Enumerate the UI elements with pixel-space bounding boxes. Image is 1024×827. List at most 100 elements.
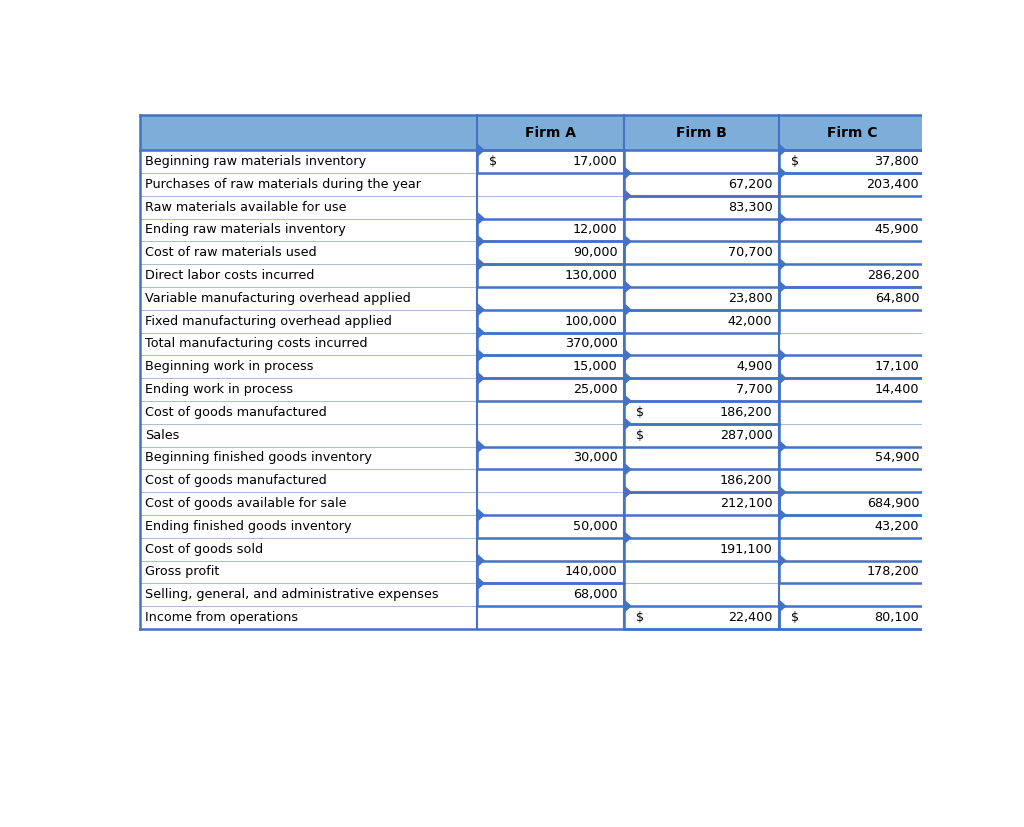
Bar — [477, 447, 624, 470]
Polygon shape — [476, 507, 485, 523]
Text: 14,400: 14,400 — [874, 383, 920, 396]
Text: $: $ — [791, 611, 799, 624]
Text: 186,200: 186,200 — [720, 406, 772, 418]
Polygon shape — [778, 211, 786, 227]
Bar — [779, 173, 926, 196]
Text: 54,900: 54,900 — [874, 452, 920, 465]
Text: 191,100: 191,100 — [720, 543, 772, 556]
Text: Beginning work in process: Beginning work in process — [145, 361, 314, 373]
Text: 25,000: 25,000 — [573, 383, 617, 396]
Polygon shape — [476, 347, 485, 363]
Bar — [140, 356, 926, 378]
Text: 286,200: 286,200 — [866, 269, 920, 282]
Text: 50,000: 50,000 — [572, 520, 617, 533]
Text: Ending finished goods inventory: Ending finished goods inventory — [145, 520, 352, 533]
Polygon shape — [624, 370, 632, 386]
Text: Cost of goods manufactured: Cost of goods manufactured — [145, 474, 328, 487]
Text: 17,100: 17,100 — [874, 361, 920, 373]
Bar — [779, 492, 926, 515]
Text: 100,000: 100,000 — [565, 314, 617, 327]
Polygon shape — [624, 416, 632, 432]
Bar — [140, 538, 926, 561]
Bar — [140, 115, 926, 151]
Text: Income from operations: Income from operations — [145, 611, 299, 624]
Polygon shape — [624, 234, 632, 249]
Polygon shape — [778, 256, 786, 272]
Text: 186,200: 186,200 — [720, 474, 772, 487]
Polygon shape — [624, 461, 632, 477]
Text: $: $ — [636, 611, 644, 624]
Bar — [779, 151, 926, 173]
Bar — [477, 356, 624, 378]
Text: 37,800: 37,800 — [874, 155, 920, 168]
Bar — [477, 583, 624, 606]
Text: Fixed manufacturing overhead applied: Fixed manufacturing overhead applied — [145, 314, 392, 327]
Bar — [140, 583, 926, 606]
Bar — [779, 378, 926, 401]
Polygon shape — [476, 256, 485, 272]
Text: 90,000: 90,000 — [573, 246, 617, 260]
Polygon shape — [778, 439, 786, 454]
Polygon shape — [624, 485, 632, 500]
Text: 30,000: 30,000 — [572, 452, 617, 465]
Bar — [140, 264, 926, 287]
Text: Ending raw materials inventory: Ending raw materials inventory — [145, 223, 346, 237]
Polygon shape — [778, 165, 786, 180]
Text: 684,900: 684,900 — [866, 497, 920, 510]
Bar — [140, 447, 926, 470]
Bar — [624, 356, 779, 378]
Text: 43,200: 43,200 — [874, 520, 920, 533]
Bar — [477, 241, 624, 264]
Bar — [779, 218, 926, 241]
Bar — [624, 423, 779, 447]
Text: 370,000: 370,000 — [565, 337, 617, 351]
Bar — [140, 241, 926, 264]
Text: 7,700: 7,700 — [736, 383, 772, 396]
Bar — [140, 470, 926, 492]
Text: 12,000: 12,000 — [573, 223, 617, 237]
Bar — [624, 401, 779, 423]
Polygon shape — [476, 302, 485, 318]
Text: Cost of raw materials used: Cost of raw materials used — [145, 246, 317, 260]
Polygon shape — [624, 165, 632, 180]
Bar — [779, 287, 926, 310]
Bar — [140, 378, 926, 401]
Bar — [140, 151, 926, 173]
Polygon shape — [476, 439, 485, 454]
Text: 203,400: 203,400 — [866, 178, 920, 191]
Polygon shape — [476, 211, 485, 227]
Bar — [477, 151, 624, 173]
Text: 178,200: 178,200 — [866, 566, 920, 578]
Polygon shape — [778, 280, 786, 294]
Bar — [477, 378, 624, 401]
Polygon shape — [778, 599, 786, 614]
Bar — [779, 447, 926, 470]
Bar — [624, 606, 779, 629]
Bar — [140, 423, 926, 447]
Bar — [779, 356, 926, 378]
Polygon shape — [778, 370, 786, 386]
Text: Sales: Sales — [145, 428, 180, 442]
Bar — [624, 173, 779, 196]
Polygon shape — [476, 325, 485, 340]
Polygon shape — [624, 530, 632, 545]
Text: 4,900: 4,900 — [736, 361, 772, 373]
Text: Variable manufacturing overhead applied: Variable manufacturing overhead applied — [145, 292, 412, 305]
Polygon shape — [624, 599, 632, 614]
Text: 80,100: 80,100 — [874, 611, 920, 624]
Bar — [477, 515, 624, 538]
Polygon shape — [624, 394, 632, 409]
Polygon shape — [624, 188, 632, 203]
Text: 64,800: 64,800 — [874, 292, 920, 305]
Text: $: $ — [489, 155, 497, 168]
Text: 130,000: 130,000 — [565, 269, 617, 282]
Text: 140,000: 140,000 — [565, 566, 617, 578]
Text: Purchases of raw materials during the year: Purchases of raw materials during the ye… — [145, 178, 422, 191]
Bar — [140, 401, 926, 423]
Text: Firm A: Firm A — [525, 126, 577, 140]
Polygon shape — [476, 553, 485, 568]
Bar — [624, 241, 779, 264]
Text: $: $ — [636, 406, 644, 418]
Bar — [477, 561, 624, 583]
Bar — [140, 218, 926, 241]
